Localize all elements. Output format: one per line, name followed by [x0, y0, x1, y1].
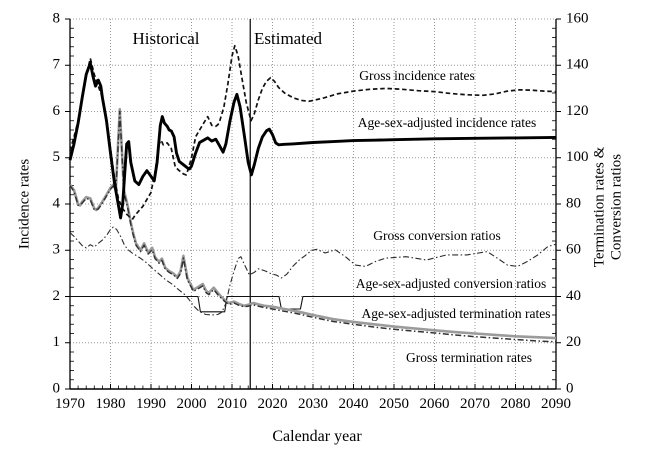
y-left-tick-label: 8: [53, 10, 61, 26]
x-tick-label: 2050: [379, 396, 409, 412]
label-gross-incidence: Gross incidence rates: [359, 68, 474, 83]
y-axis-left-title: Incidence rates: [16, 159, 32, 250]
estimated-label: Estimated: [254, 29, 322, 48]
y-right-tick-label: 100: [566, 149, 589, 165]
x-tick-label: 2090: [541, 396, 571, 412]
y-axis-right-title-line2: Conversion ratios: [608, 154, 624, 260]
y-left-tick-label: 3: [53, 242, 61, 258]
x-axis-title: Calendar year: [272, 428, 362, 445]
x-tick-label: 2020: [258, 396, 288, 412]
series-adj-incidence: [68, 61, 557, 220]
series-adj-termination: [68, 107, 557, 340]
y-right-tick-label: 0: [566, 380, 574, 396]
y-right-tick-label: 140: [566, 57, 589, 73]
y-right-tick-label: 20: [566, 334, 581, 350]
x-tick-label: 2030: [298, 396, 328, 412]
x-tick-label: 2010: [217, 396, 247, 412]
y-right-tick-label: 60: [566, 242, 581, 258]
series-adj-conversion: [70, 295, 556, 313]
label-adj-incidence: Age-sex-adjusted incidence rates: [358, 115, 536, 130]
x-tick-label: 2040: [339, 396, 369, 412]
y-right-tick-label: 160: [566, 10, 589, 26]
y-left-tick-label: 5: [53, 149, 61, 165]
x-tick-label: 1980: [96, 396, 126, 412]
y-left-tick-label: 1: [53, 334, 61, 350]
y-left-tick-label: 4: [53, 195, 61, 211]
y-left-tick-label: 0: [53, 380, 61, 396]
label-adj-termination: Age-sex-adjusted termination rates: [362, 306, 551, 321]
y-right-tick-label: 120: [566, 103, 589, 119]
y-left-tick-label: 6: [53, 103, 61, 119]
x-tick-label: 1970: [55, 396, 85, 412]
x-tick-label: 2080: [501, 396, 531, 412]
x-tick-label: 2000: [177, 396, 207, 412]
series-labels: Age-sex-adjusted conversion ratios Gross …: [356, 68, 551, 365]
label-gross-conversion: Gross conversion ratios: [373, 228, 500, 243]
x-tick-label: 1990: [136, 396, 166, 412]
label-adj-conversion: Age-sex-adjusted conversion ratios: [356, 276, 546, 291]
series-gross-conversion: [69, 226, 557, 316]
y-right-tick-label: 80: [566, 195, 581, 211]
x-tick-label: 2070: [460, 396, 490, 412]
series-gross-termination: [69, 110, 557, 343]
y-left-tick-label: 7: [53, 57, 61, 73]
x-tick-label: 2060: [420, 396, 450, 412]
label-gross-termination: Gross termination rates: [406, 350, 532, 365]
historical-label: Historical: [132, 29, 199, 48]
y-left-tick-label: 2: [53, 288, 61, 304]
y-right-tick-label: 40: [566, 288, 581, 304]
tick-marks: [65, 18, 561, 390]
y-axis-right-title-line1: Termination rates &: [591, 146, 607, 267]
